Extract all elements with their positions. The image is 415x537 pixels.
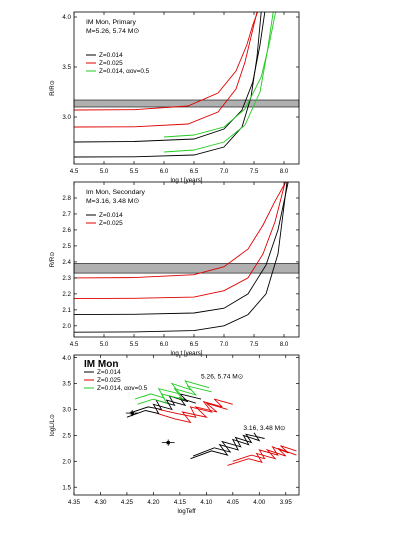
plot-frame (73, 11, 300, 165)
series-group (126, 380, 297, 466)
x-tick-label: 4.05 (227, 499, 240, 506)
series-line-1 (155, 402, 228, 424)
series-line-1 (74, 182, 288, 333)
legend-label: Z=0.014 (99, 212, 123, 219)
legend-label: Z=0.025 (99, 60, 123, 67)
y-tick-label: 2.7 (62, 211, 71, 218)
panel-3: 4.35 4.30 4.25 4.20 4.15 4.10 4.05 4.00 3.95 1.5 2… (49, 354, 300, 515)
x-tick-label: 7.5 (250, 168, 259, 175)
series-line-10 (232, 445, 297, 462)
y-tick-label: 2.0 (62, 323, 71, 330)
x-tick-label: 5.5 (130, 341, 139, 348)
y-axis-label: R/R⊙ (49, 252, 56, 268)
x-tick-label: 4.35 (68, 499, 81, 506)
x-tick-label: 6.5 (190, 341, 199, 348)
y-tick-label: 2.5 (62, 243, 71, 250)
x-tick-label: 4.30 (94, 499, 107, 506)
series-line-8 (192, 433, 265, 457)
series-line-4 (129, 393, 202, 414)
x-axis-label: log t [years] (171, 177, 203, 184)
panel-1: 4.5 5.0 5.5 6.0 6.5 7.0 7.5 8.0 3.0 3.5 4.0 log t [… (49, 11, 300, 184)
x-tick-label: 4.5 (70, 341, 79, 348)
series-line-5 (134, 380, 210, 400)
y-tick-label: 4.0 (62, 355, 71, 362)
legend-label: Z=0.025 (99, 220, 123, 227)
x-tick-label: 6.5 (190, 168, 199, 175)
y-tick-label: 3.5 (62, 381, 71, 388)
observed-point-2 (161, 439, 175, 446)
x-tick-label: 4.00 (253, 499, 266, 506)
y-tick-label: 2.6 (62, 227, 71, 234)
y-axis-label: R/R⊙ (49, 80, 56, 96)
panel-title: IM Mon (84, 359, 118, 370)
panel-subtitle: M=5.26, 5.74 M⊙ (86, 28, 139, 35)
y-tick-label: 2.1 (62, 307, 71, 314)
legend-label: Z=0.025 (97, 377, 121, 384)
y-tick-label: 4.0 (62, 14, 71, 21)
series-line-6 (163, 12, 277, 138)
series-line-6 (137, 385, 212, 405)
series-line-3 (126, 397, 196, 418)
y-tick-label: 2.8 (62, 195, 71, 202)
x-tick-label: 5.0 (100, 168, 109, 175)
y-tick-label: 2.4 (62, 259, 71, 266)
legend-label: Z=0.014, αov=0.5 (99, 68, 150, 75)
y-tick-label: 3.0 (62, 407, 71, 414)
y-tick-label: 3.5 (62, 64, 71, 71)
panel-title: Im Mon, Secondary (86, 189, 146, 196)
y-tick-label: 3.0 (62, 114, 71, 121)
series-line-4 (74, 12, 259, 111)
x-tick-label: 7.0 (220, 341, 229, 348)
x-tick-label: 7.0 (220, 168, 229, 175)
x-tick-label: 6.0 (160, 168, 169, 175)
y-axis-label: logL/L⊙ (49, 414, 56, 436)
x-tick-label: 4.20 (147, 499, 160, 506)
y-tick-label: 2.5 (62, 433, 71, 440)
panel-title: IM Mon, Primary (86, 19, 136, 26)
x-tick-label: 8.0 (280, 341, 289, 348)
series-group (74, 12, 277, 158)
panel-2: 4.5 5.0 5.5 6.0 6.5 7.0 7.5 8.0 2.0 2.1 2.2 2.3 2.4 2… (49, 181, 300, 357)
y-tick-label: 2.0 (62, 458, 71, 465)
x-tick-label: 5.0 (100, 341, 109, 348)
plot-frame (73, 354, 300, 496)
x-tick-label: 4.15 (174, 499, 187, 506)
point-marker (130, 411, 134, 415)
x-axis-label: log t [years] (171, 350, 203, 357)
mass-annotation-secondary: 3.16, 3.48 M⊙ (243, 425, 286, 432)
series-line-9 (227, 447, 297, 466)
x-tick-label: 6.0 (160, 341, 169, 348)
plot-frame (73, 181, 300, 338)
x-tick-label: 5.5 (130, 168, 139, 175)
observed-point-1 (125, 409, 139, 417)
x-tick-label: 4.10 (200, 499, 213, 506)
series-line-7 (190, 432, 261, 460)
x-tick-label: 3.95 (280, 499, 293, 506)
observed-radius-band (73, 263, 300, 274)
series-line-2 (74, 182, 289, 316)
x-tick-label: 4.5 (70, 168, 79, 175)
mass-annotation-primary: 5.26, 5.74 M⊙ (201, 373, 244, 380)
legend-label: Z=0.014 (99, 52, 123, 59)
legend-label: Z=0.014, αov=0.5 (97, 385, 148, 392)
series-line-4 (74, 182, 287, 279)
x-axis-label: logTeff (177, 508, 195, 515)
series-line-2 (158, 398, 233, 418)
y-tick-label: 1.5 (62, 484, 71, 491)
y-tick-label: 2.3 (62, 275, 71, 282)
panel-subtitle: M=3.16, 3.48 M⊙ (86, 198, 139, 205)
point-marker (166, 441, 170, 445)
series-group (74, 182, 289, 333)
series-line-3 (74, 182, 286, 300)
x-tick-label: 7.5 (250, 341, 259, 348)
legend-label: Z=0.014 (97, 369, 121, 376)
series-line-3 (74, 12, 258, 128)
y-tick-label: 2.2 (62, 291, 71, 298)
x-tick-label: 4.25 (121, 499, 134, 506)
x-tick-label: 8.0 (280, 168, 289, 175)
